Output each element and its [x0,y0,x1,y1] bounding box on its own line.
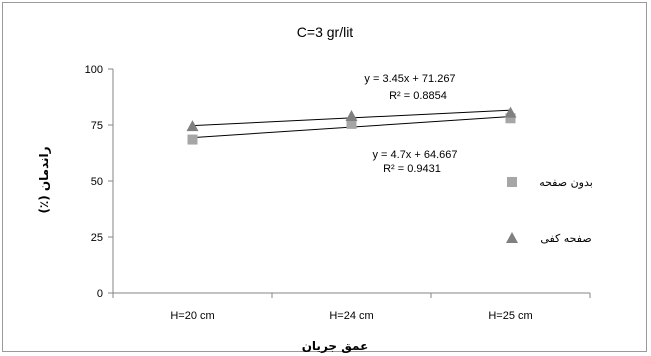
y-axis-ticks: 0 25 50 75 100 [85,64,113,300]
triangle-marker [345,110,358,122]
y-tick-label: 75 [91,120,103,132]
trendline-equation: y = 4.7x + 64.667 [372,149,457,161]
legend-label: بدون صفحه [539,176,593,189]
square-marker [346,118,357,129]
y-tick-label: 25 [91,232,103,244]
trendline-r2: R² = 0.8854 [389,90,447,102]
square-marker [505,113,516,124]
x-axis-ticks: H=20 cm H=24 cm H=25 cm [112,293,591,322]
legend-square-marker [507,177,517,187]
legend-label: صفحه کفی [540,232,591,245]
x-axis-title: عمق جریان [302,339,369,353]
x-tick-label: H=24 cm [329,310,373,322]
y-tick-label: 50 [91,176,103,188]
legend-triangle-marker [506,232,518,243]
triangle-marker [186,120,199,132]
triangle-marker [504,106,517,118]
chart-frame [2,2,647,352]
x-tick-label: H=25 cm [488,310,532,322]
y-axis-title: راندمان (٪) [37,146,51,213]
legend: بدون صفحه صفحه کفی [506,176,593,245]
y-tick-label: 0 [97,288,103,300]
square-marker [187,134,198,145]
trendline-r2: R² = 0.9431 [383,163,441,175]
trendline-equation: y = 3.45x + 71.267 [364,73,455,85]
trendline-equations: y = 4.7x + 64.667 R² = 0.9431 y = 3.45x + … [364,73,457,175]
chart-title: C=3 gr/lit [297,24,354,40]
data-points [186,106,517,145]
y-tick-label: 100 [85,64,103,76]
x-tick-label: H=20 cm [170,310,214,322]
